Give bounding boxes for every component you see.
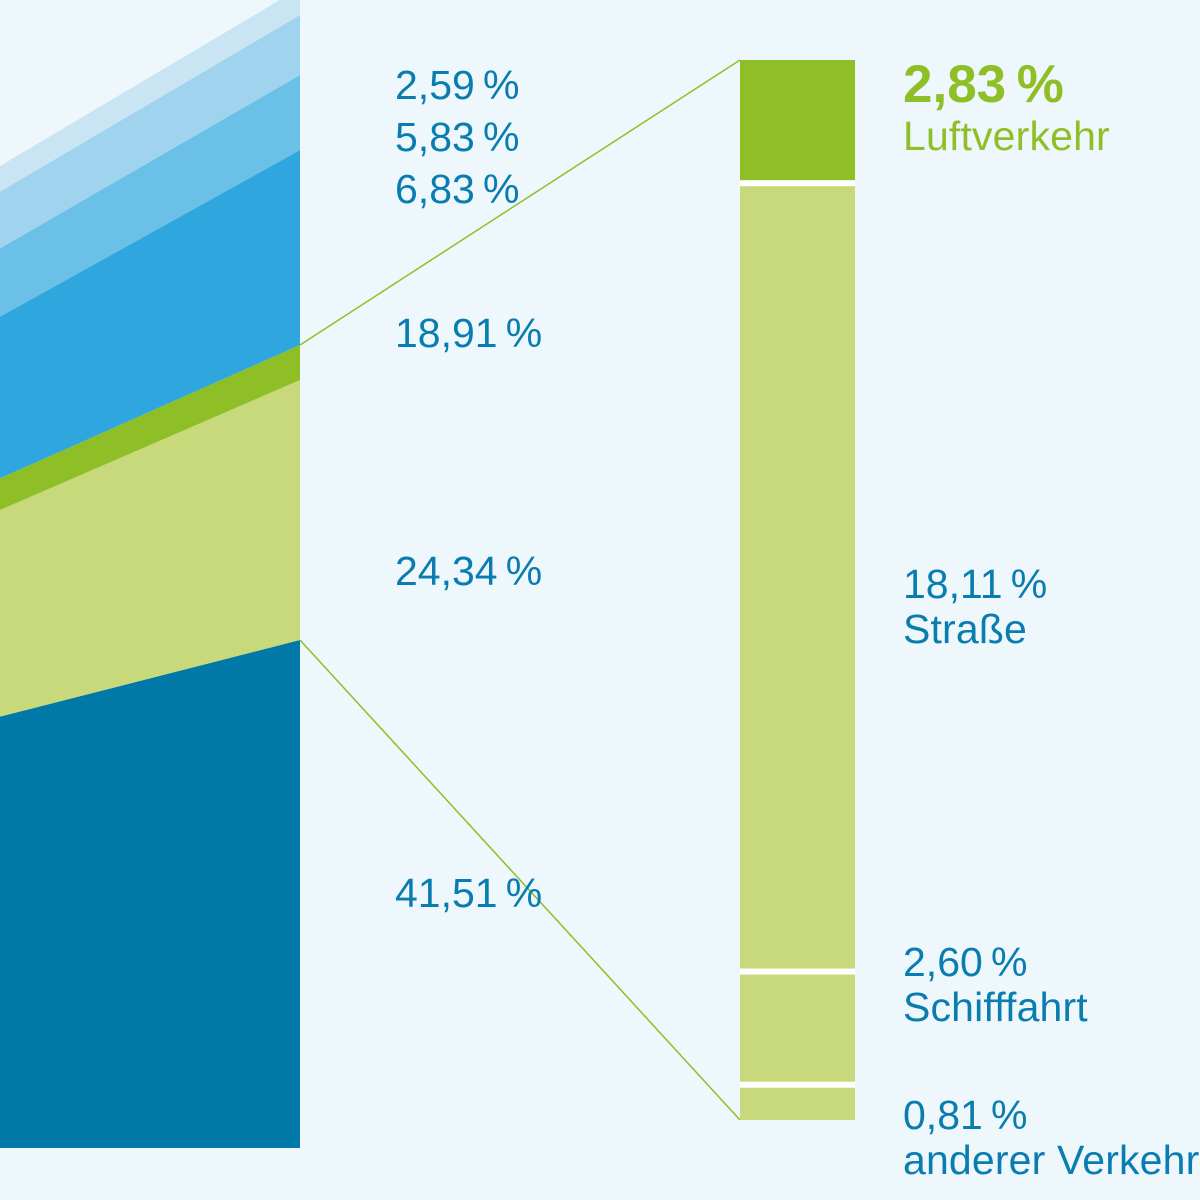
main-pct-label: 24,34 % xyxy=(395,548,542,595)
breakout-label-schifffahrt: 2,60 %Schifffahrt xyxy=(903,940,1088,1031)
breakout-separator-3 xyxy=(740,1082,855,1088)
breakout-separator-2 xyxy=(740,969,855,975)
breakout-pct: 2,83 % xyxy=(903,56,1110,113)
main-pct-label: 2,59 % xyxy=(395,62,519,109)
breakout-name: Luftverkehr xyxy=(903,113,1110,160)
breakout-name: anderer Verkehr xyxy=(903,1137,1199,1184)
breakout-segment-anderer xyxy=(740,1085,855,1120)
breakout-label-luftverkehr: 2,83 %Luftverkehr xyxy=(903,56,1110,160)
main-segment-s1 xyxy=(0,640,300,1148)
breakout-separator-1 xyxy=(740,180,855,186)
breakout-pct: 18,11 % xyxy=(903,562,1047,606)
breakout-segment-strasse xyxy=(740,183,855,971)
main-pct-label: 5,83 % xyxy=(395,114,519,161)
breakout-pct: 2,60 % xyxy=(903,940,1088,984)
main-pct-label: 6,83 % xyxy=(395,166,519,213)
breakout-name: Straße xyxy=(903,606,1047,653)
main-pct-label: 41,51 % xyxy=(395,870,542,917)
breakout-label-anderer: 0,81 %anderer Verkehr xyxy=(903,1093,1199,1184)
connector-line-0 xyxy=(300,60,740,345)
chart-stage: 2,59 % 5,83 % 6,83 % 18,91 % 24,34 % 41,51 % 2… xyxy=(0,0,1200,1200)
breakout-name: Schifffahrt xyxy=(903,984,1088,1031)
breakout-segment-schifffahrt xyxy=(740,972,855,1085)
breakout-pct: 0,81 % xyxy=(903,1093,1199,1137)
breakout-segment-luftverkehr xyxy=(740,60,855,183)
main-pct-label: 18,91 % xyxy=(395,310,542,357)
breakout-label-strasse: 18,11 %Straße xyxy=(903,562,1047,653)
